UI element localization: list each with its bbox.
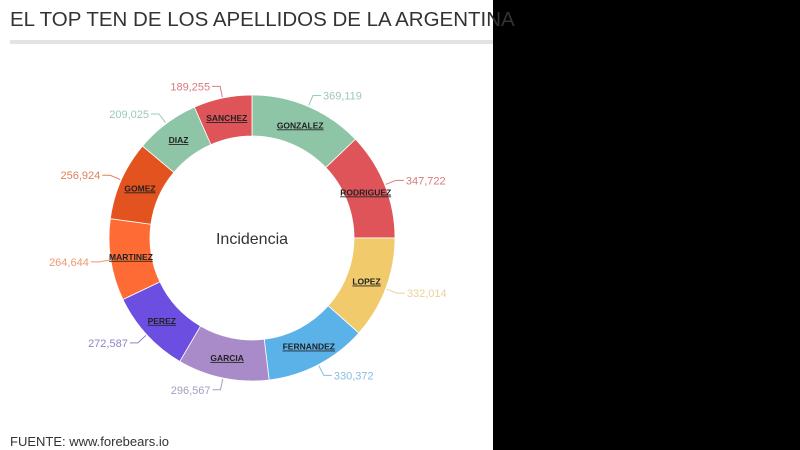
source-note: FUENTE: www.forebears.io xyxy=(10,434,169,449)
segment-label: GARCIA xyxy=(210,353,244,363)
segment-label: PEREZ xyxy=(148,316,176,326)
leader-line xyxy=(385,179,404,185)
donut-segment-sanchez[interactable] xyxy=(193,94,253,146)
segment-label: GONZALEZ xyxy=(277,120,324,130)
value-label: 296,567 xyxy=(171,385,211,397)
value-label: 369,119 xyxy=(323,90,362,102)
chart-panel: EL TOP TEN DE LOS APELLIDOS DE LA ARGENT… xyxy=(0,0,515,450)
value-label: 264,644 xyxy=(49,257,89,269)
value-label: 332,014 xyxy=(407,288,447,300)
segment-label: FERNANDEZ xyxy=(283,342,335,352)
segment-label: SANCHEZ xyxy=(206,113,247,123)
leader-line xyxy=(150,113,166,124)
value-label: 209,025 xyxy=(109,109,149,121)
segment-label: LOPEZ xyxy=(352,277,380,287)
value-label: 330,372 xyxy=(334,370,374,382)
donut-chart: GONZALEZ RODRIGUEZ LOPEZ FERNANDEZ GARCIA PER… xyxy=(49,81,447,396)
segment-label: RODRIGUEZ xyxy=(340,187,391,197)
title-divider xyxy=(10,40,493,44)
leader-line xyxy=(90,259,110,263)
leader-line xyxy=(212,378,224,391)
value-leaders: 369,119 347,722 332,014 330,372 296,567 272,5… xyxy=(49,81,447,396)
segment-label: MARTINEZ xyxy=(109,252,153,262)
leader-line xyxy=(212,85,223,98)
segment-label: DIAZ xyxy=(169,135,189,145)
value-label: 347,722 xyxy=(406,175,446,187)
leader-line xyxy=(102,174,121,181)
segment-label: GOMEZ xyxy=(124,183,155,193)
value-label: 256,924 xyxy=(61,170,101,182)
value-label: 272,587 xyxy=(88,338,128,350)
center-label: Incidencia xyxy=(216,231,288,248)
leader-line xyxy=(129,335,147,344)
leader-line xyxy=(308,94,321,106)
chart-title: EL TOP TEN DE LOS APELLIDOS DE LA ARGENT… xyxy=(10,8,515,31)
leader-line xyxy=(318,365,332,376)
value-label: 189,255 xyxy=(170,81,210,93)
leader-line xyxy=(386,288,405,294)
donut-segments: GONZALEZ RODRIGUEZ LOPEZ FERNANDEZ GARCIA PER… xyxy=(108,94,396,382)
